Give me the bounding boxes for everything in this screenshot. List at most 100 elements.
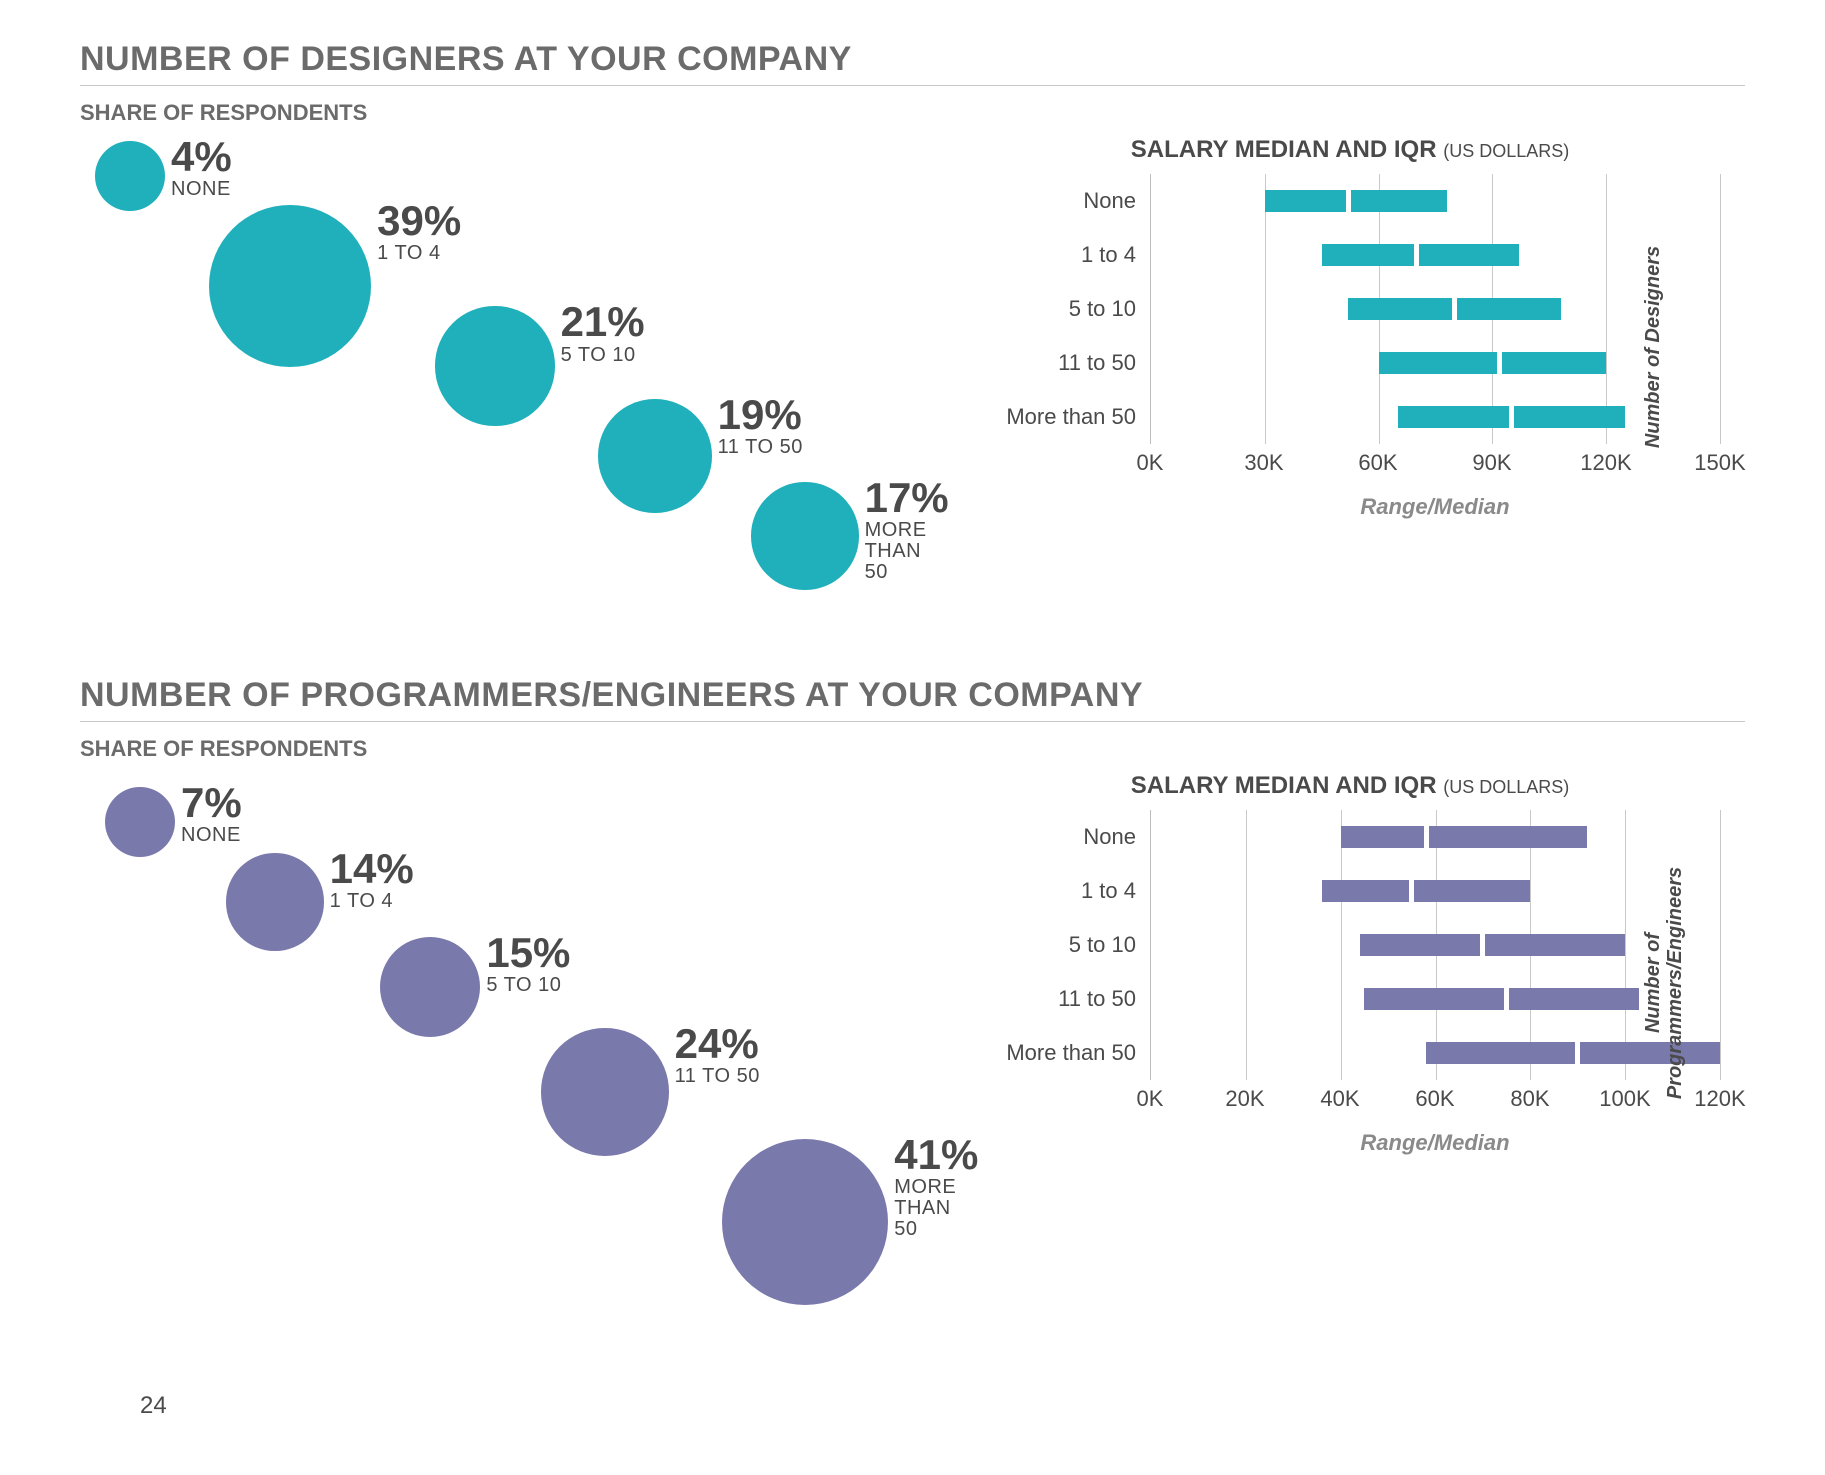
section-designers: NUMBER OF DESIGNERS AT YOUR COMPANY SHAR… xyxy=(80,40,1745,636)
bubble-label: 14%1 TO 4 xyxy=(330,847,414,912)
iqr-title: SALARY MEDIAN AND IQR (US DOLLARS) xyxy=(980,136,1720,164)
bubble xyxy=(722,1139,888,1305)
iqr-xtick: 150K xyxy=(1694,450,1745,476)
iqr-median xyxy=(1346,190,1351,212)
iqr-median xyxy=(1480,934,1485,956)
bubble-label: 21%5 TO 10 xyxy=(561,300,645,365)
iqr-ylabel: More than 50 xyxy=(980,1026,1150,1080)
iqr-ylabel: 1 to 4 xyxy=(980,864,1150,918)
bubble-label: 39%1 TO 4 xyxy=(377,199,461,264)
iqr-xtick: 20K xyxy=(1225,1086,1264,1112)
bubble-category: NONE xyxy=(181,825,242,846)
bubble xyxy=(380,937,481,1038)
bubble-pct: 39% xyxy=(377,199,461,243)
iqr-ylabel: 11 to 50 xyxy=(980,972,1150,1026)
iqr-bar xyxy=(1341,826,1588,848)
iqr-row xyxy=(1151,174,1720,228)
bubble-label: 4%NONE xyxy=(171,135,232,200)
iqr-xtick: 0K xyxy=(1137,1086,1164,1112)
bubble-label: 17%MORE THAN 50 xyxy=(865,476,949,583)
iqr-chart: None1 to 45 to 1011 to 50More than 50 0K… xyxy=(980,810,1720,1156)
iqr-bar xyxy=(1322,880,1531,902)
iqr-plot-wrap: 0K30K60K90K120K150K Range/Median Number … xyxy=(1150,174,1720,520)
bubble-pct: 21% xyxy=(561,300,645,344)
iqr-ylabel: 5 to 10 xyxy=(980,282,1150,336)
iqr-panel-programmers: SALARY MEDIAN AND IQR (US DOLLARS) None1… xyxy=(980,772,1720,1156)
iqr-ylabel: 1 to 4 xyxy=(980,228,1150,282)
gridline xyxy=(1720,810,1721,1080)
bubble-label: 41%MORE THAN 50 xyxy=(894,1133,978,1240)
iqr-row xyxy=(1151,228,1720,282)
bubble-pct: 14% xyxy=(330,847,414,891)
iqr-median xyxy=(1504,988,1509,1010)
bubble-pct: 7% xyxy=(181,781,242,825)
iqr-median xyxy=(1575,1042,1580,1064)
bubble-category: 1 TO 4 xyxy=(377,243,461,264)
gridline xyxy=(1720,174,1721,444)
iqr-xaxis: 0K30K60K90K120K150K xyxy=(1150,450,1720,490)
iqr-row xyxy=(1151,390,1720,444)
bubble-label: 24%11 TO 50 xyxy=(675,1022,760,1087)
bubble-label: 19%11 TO 50 xyxy=(718,393,803,458)
iqr-xtick: 80K xyxy=(1510,1086,1549,1112)
bubble xyxy=(226,853,323,950)
page-number: 24 xyxy=(140,1392,1745,1420)
bubble-pct: 41% xyxy=(894,1133,978,1177)
iqr-median xyxy=(1409,880,1414,902)
bubble xyxy=(105,787,175,857)
iqr-bar xyxy=(1322,244,1519,266)
iqr-xtick: 0K xyxy=(1137,450,1164,476)
iqr-median xyxy=(1509,406,1514,428)
iqr-bar xyxy=(1379,352,1607,374)
iqr-row xyxy=(1151,282,1720,336)
bubble xyxy=(751,482,858,589)
bubble-pct: 15% xyxy=(486,931,570,975)
iqr-title-text: SALARY MEDIAN AND IQR xyxy=(1131,772,1437,799)
bubble-pct: 17% xyxy=(865,476,949,520)
iqr-right-axis-label: Number of Designers xyxy=(1642,246,1664,448)
bubble-pct: 19% xyxy=(718,393,803,437)
iqr-ylabel: More than 50 xyxy=(980,390,1150,444)
bubble-category: 1 TO 4 xyxy=(330,891,414,912)
iqr-xtick: 90K xyxy=(1472,450,1511,476)
iqr-xtick: 30K xyxy=(1244,450,1283,476)
iqr-row xyxy=(1151,336,1720,390)
iqr-ylabels: None1 to 45 to 1011 to 50More than 50 xyxy=(980,174,1150,520)
bubble-category: 5 TO 10 xyxy=(486,975,570,996)
iqr-plot xyxy=(1150,810,1720,1080)
iqr-panel-designers: SALARY MEDIAN AND IQR (US DOLLARS) None1… xyxy=(980,136,1720,520)
iqr-unit: (US DOLLARS) xyxy=(1443,777,1569,797)
bubble-pct: 24% xyxy=(675,1022,760,1066)
iqr-xtick: 120K xyxy=(1694,1086,1745,1112)
iqr-median xyxy=(1414,244,1419,266)
bubble-label: 15%5 TO 10 xyxy=(486,931,570,996)
section-title: NUMBER OF DESIGNERS AT YOUR COMPANY xyxy=(80,40,1745,86)
bubble xyxy=(95,141,165,211)
iqr-xtick: 40K xyxy=(1320,1086,1359,1112)
section-title: NUMBER OF PROGRAMMERS/ENGINEERS AT YOUR … xyxy=(80,676,1745,722)
bubble-category: MORE THAN 50 xyxy=(865,520,949,583)
section-programmers: NUMBER OF PROGRAMMERS/ENGINEERS AT YOUR … xyxy=(80,676,1745,1352)
iqr-chart: None1 to 45 to 1011 to 50More than 50 0K… xyxy=(980,174,1720,520)
iqr-median xyxy=(1497,352,1502,374)
bubble-category: MORE THAN 50 xyxy=(894,1177,978,1240)
bubble-category: 5 TO 10 xyxy=(561,345,645,366)
bubble xyxy=(435,306,554,425)
bubble xyxy=(598,399,711,512)
iqr-plot-wrap: 0K20K40K60K80K100K120K Range/Median Numb… xyxy=(1150,810,1720,1156)
iqr-ylabels: None1 to 45 to 1011 to 50More than 50 xyxy=(980,810,1150,1156)
iqr-title: SALARY MEDIAN AND IQR (US DOLLARS) xyxy=(980,772,1720,800)
section-subtitle: SHARE OF RESPONDENTS xyxy=(80,736,1745,762)
iqr-row xyxy=(1151,972,1720,1026)
iqr-ylabel: 5 to 10 xyxy=(980,918,1150,972)
iqr-unit: (US DOLLARS) xyxy=(1443,141,1569,161)
section-content: 7%NONE14%1 TO 415%5 TO 1024%11 TO 5041%M… xyxy=(80,772,1745,1352)
iqr-bar xyxy=(1360,934,1626,956)
iqr-row xyxy=(1151,864,1720,918)
bubble-chart-programmers: 7%NONE14%1 TO 415%5 TO 1024%11 TO 5041%M… xyxy=(80,772,940,1352)
iqr-ylabel: 11 to 50 xyxy=(980,336,1150,390)
section-subtitle: SHARE OF RESPONDENTS xyxy=(80,100,1745,126)
bubble-label: 7%NONE xyxy=(181,781,242,846)
iqr-xaxis-label: Range/Median xyxy=(1150,494,1720,520)
bubble-pct: 4% xyxy=(171,135,232,179)
